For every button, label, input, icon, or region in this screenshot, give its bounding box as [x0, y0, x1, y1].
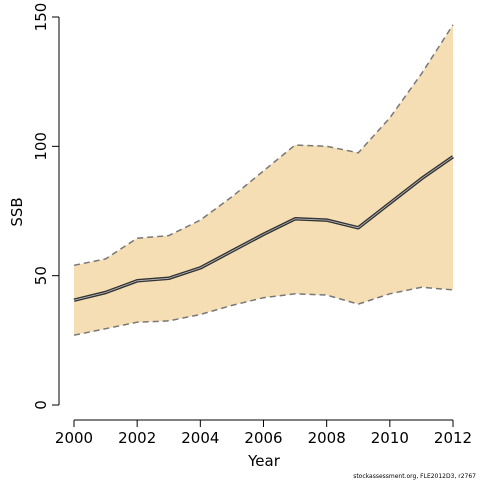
y-tick-label: 50 [32, 266, 50, 285]
x-tick-label: 2000 [55, 429, 93, 447]
x-tick-label: 2004 [181, 429, 219, 447]
y-tick-label: 150 [32, 3, 50, 32]
x-tick-label: 2010 [371, 429, 409, 447]
x-tick-label: 2006 [244, 429, 282, 447]
lower-bound-line [73, 286, 454, 336]
y-tick-label: 0 [32, 400, 50, 410]
y-axis-title: SSB [8, 197, 26, 226]
x-tick-label: 2008 [308, 429, 346, 447]
y-tick-label: 100 [32, 132, 50, 161]
ssb-estimate-line-highlight [73, 156, 454, 301]
x-axis-title: Year [247, 452, 281, 470]
x-tick-label: 2012 [434, 429, 472, 447]
footer-credit: stockassessment.org, FLE2012D3, r2767 [353, 473, 476, 480]
upper-bound-line [73, 24, 454, 267]
confidence-band [74, 24, 453, 336]
x-tick-label: 2002 [118, 429, 156, 447]
